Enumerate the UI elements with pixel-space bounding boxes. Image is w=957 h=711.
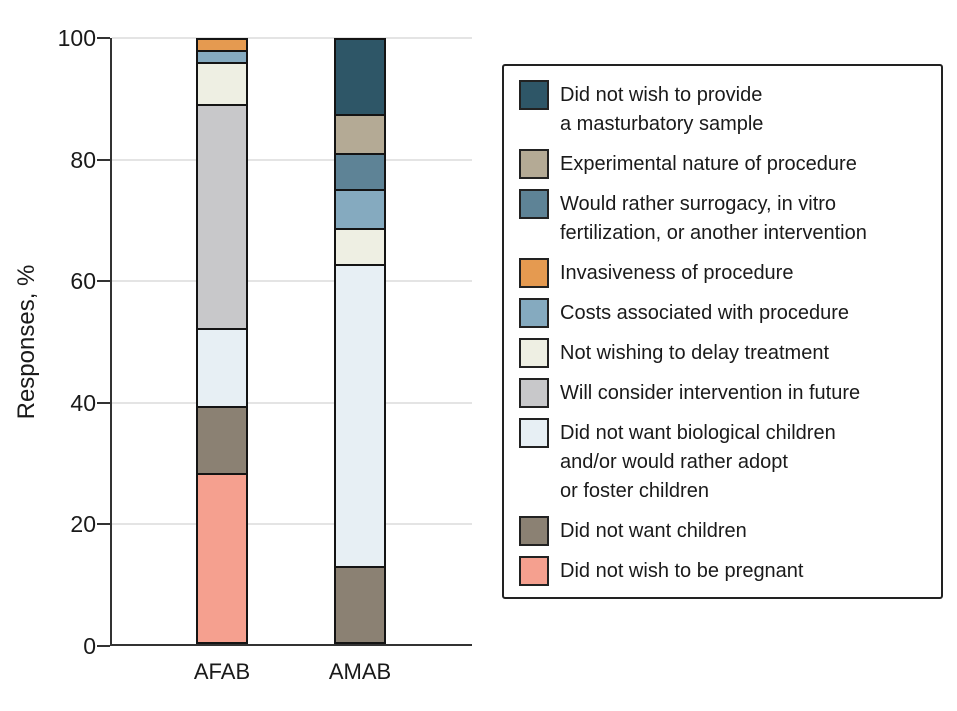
legend-item: Did not want children: [519, 516, 926, 546]
gridline: [112, 401, 472, 404]
legend-label-line: Did not wish to be pregnant: [560, 560, 804, 582]
legend-label-line: fertilization, or another intervention: [560, 222, 867, 244]
bar-segment: [197, 105, 247, 329]
legend-swatch: [519, 338, 549, 368]
legend-label: Invasiveness of procedure: [560, 258, 793, 288]
y-tick-mark: [97, 37, 110, 39]
legend-label: Will consider intervention in future: [560, 378, 860, 408]
y-tick-label: 80: [70, 146, 96, 173]
legend-item: Did not want biological children and/or w…: [519, 418, 926, 506]
bar-afab: [196, 38, 248, 644]
bar-segment: [335, 39, 385, 115]
x-category-label: AMAB: [328, 659, 392, 684]
legend-label-line: Did not want biological children: [560, 422, 836, 444]
bar-segment: [335, 265, 385, 568]
gridline: [112, 37, 472, 39]
legend-label-line: Would rather surrogacy, in vitro: [560, 193, 837, 215]
legend-item: Did not wish to be pregnant: [519, 556, 926, 586]
y-tick-label: 20: [70, 511, 96, 538]
bar-segment: [335, 114, 385, 154]
bar-segment: [335, 153, 385, 190]
legend-label: Experimental nature of procedure: [560, 149, 857, 179]
legend-label: Did not wish to be pregnant: [560, 556, 804, 586]
legend-swatch: [519, 378, 549, 408]
legend-label-line: Not wishing to delay treatment: [560, 342, 830, 364]
bar-segment: [197, 473, 247, 643]
legend-label-line: Experimental nature of procedure: [560, 153, 857, 175]
legend-label-line: or foster children: [560, 480, 709, 502]
y-axis-title: Responses, %: [13, 264, 40, 420]
bar-segment: [197, 407, 247, 474]
legend-label-line: Will consider intervention in future: [560, 382, 861, 404]
bar-segment: [197, 51, 247, 64]
y-tick-mark: [97, 401, 110, 404]
legend-label: Not wishing to delay treatment: [560, 338, 829, 368]
legend-label-line: Did not want children: [560, 520, 747, 542]
legend-item: Did not wish to provide a masturbatory sa…: [519, 80, 926, 139]
legend-label: Did not wish to provide a masturbatory sa…: [560, 80, 763, 139]
y-tick-label: 100: [57, 25, 96, 51]
legend-swatch: [519, 516, 549, 546]
y-tick-mark: [97, 645, 110, 647]
bar-segment: [335, 229, 385, 266]
legend-label: Would rather surrogacy, in vitro fertiliz…: [560, 189, 867, 248]
gridline: [112, 158, 472, 161]
plot-area: 0 20 40 60 80 100 AFAB AMAB: [58, 25, 472, 684]
bar-segment: [335, 567, 385, 643]
legend-item: Not wishing to delay treatment: [519, 338, 926, 368]
legend-item: Costs associated with procedure: [519, 298, 926, 328]
legend-item: Would rather surrogacy, in vitro fertiliz…: [519, 189, 926, 248]
legend-label-line: Did not wish to provide: [560, 84, 763, 106]
y-tick-label: 40: [70, 389, 96, 416]
legend: Did not wish to provide a masturbatory sa…: [502, 64, 943, 599]
y-tick-mark: [97, 158, 110, 161]
bar-amab: [334, 38, 386, 644]
legend-swatch: [519, 556, 549, 586]
y-tick-mark: [97, 523, 110, 526]
bar-segment: [335, 189, 385, 230]
legend-label: Did not want children: [560, 516, 747, 546]
legend-swatch: [519, 418, 549, 448]
y-tick-label: 60: [70, 268, 96, 295]
bar-segment: [197, 39, 247, 52]
gridline: [112, 280, 472, 283]
legend-label-line: and/or would rather adopt: [560, 451, 788, 473]
legend-label: Costs associated with procedure: [560, 298, 849, 328]
legend-label-line: Invasiveness of procedure: [560, 262, 794, 284]
bar-segment: [197, 328, 247, 408]
legend-swatch: [519, 258, 549, 288]
x-category-label: AFAB: [193, 659, 251, 684]
legend-item: Will consider intervention in future: [519, 378, 926, 408]
y-tick-label: 0: [83, 633, 96, 659]
legend-item: Invasiveness of procedure: [519, 258, 926, 288]
legend-label-line: Costs associated with procedure: [560, 302, 850, 324]
legend-swatch: [519, 149, 549, 179]
legend-label: Did not want biological children and/or w…: [560, 418, 836, 506]
legend-swatch: [519, 80, 549, 110]
legend-swatch: [519, 189, 549, 219]
bar-segment: [197, 63, 247, 106]
legend-swatch: [519, 298, 549, 328]
legend-label-line: a masturbatory sample: [560, 113, 764, 135]
y-tick-mark: [97, 280, 110, 283]
gridline: [112, 523, 472, 526]
legend-item: Experimental nature of procedure: [519, 149, 926, 179]
